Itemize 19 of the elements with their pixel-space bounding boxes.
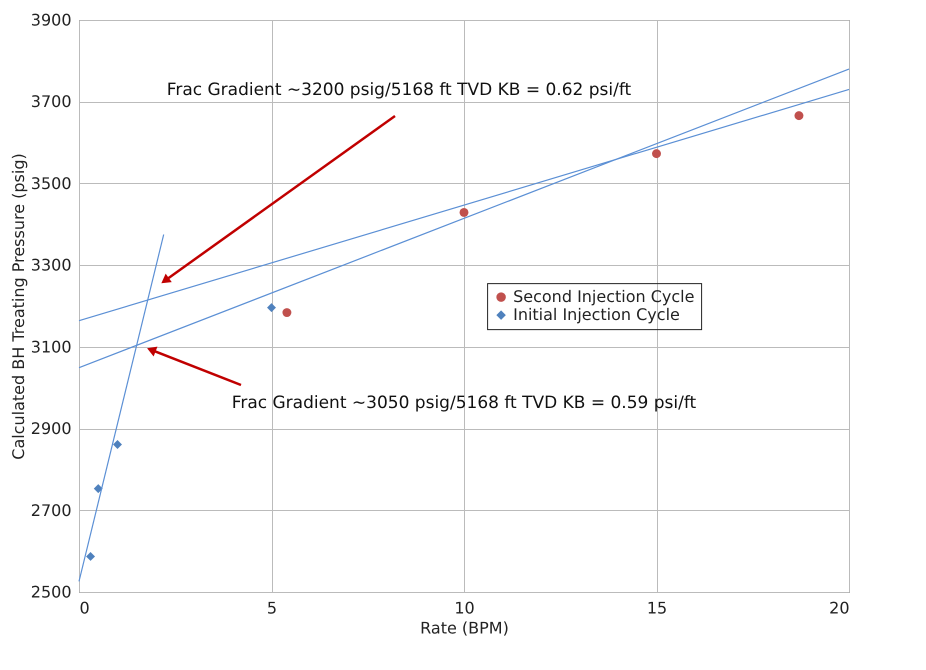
y-tick-label: 3100 (30, 337, 72, 356)
y-axis-title: Calculated BH Treating Pressure (psig) (8, 153, 28, 460)
y-tick-label: 3300 (30, 256, 72, 275)
y-tick-label: 3900 (30, 10, 72, 30)
y-tick-label: 2900 (30, 419, 72, 438)
y-tick-label: 2700 (30, 500, 72, 520)
legend-label: Second Injection Cycle (513, 287, 694, 306)
annotation: Frac Gradient ~3050 psig/5168 ft TVD KB = 0.59 psi/ft (232, 393, 697, 413)
y-tick-label: 3700 (30, 92, 72, 112)
x-tick-label: 0 (80, 598, 90, 618)
x-axis-title: Rate (BPM) (420, 618, 509, 638)
y-tick-label: 3500 (30, 174, 72, 193)
x-tick-label: 10 (454, 598, 475, 618)
x-tick-label: 20 (829, 598, 850, 618)
y-tick-label: 2500 (30, 582, 72, 602)
x-tick-label: 5 (266, 598, 278, 618)
x-tick-label: 15 (646, 598, 668, 618)
legend-label: Initial Injection Cycle (513, 305, 680, 324)
annotation: Frac Gradient ~3200 psig/5168 ft TVD KB = 0.62 psi/ft (166, 80, 632, 100)
